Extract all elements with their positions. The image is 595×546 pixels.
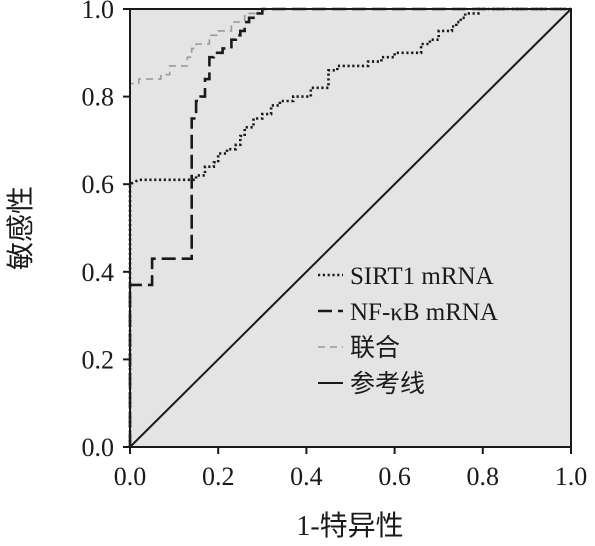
reference-line bbox=[129, 8, 572, 448]
legend-nfkb: NF-κB mRNA bbox=[318, 299, 498, 326]
y-tick-label: 0.8 bbox=[82, 83, 115, 112]
x-tick-label: 0.8 bbox=[467, 462, 500, 491]
x-tick-label: 0.4 bbox=[290, 462, 323, 491]
combined-series-line bbox=[129, 8, 571, 447]
y-tick-label: 0.2 bbox=[82, 345, 115, 374]
x-tick-label: 1.0 bbox=[555, 462, 588, 491]
x-tick-label: 0.2 bbox=[202, 462, 235, 491]
plot-frame bbox=[129, 8, 572, 448]
series-layer bbox=[128, 7, 572, 448]
y-tick-label: 1.0 bbox=[82, 0, 115, 24]
legend-reference: 参考线 bbox=[318, 370, 425, 398]
y-axis-title: 敏感性 bbox=[5, 186, 37, 270]
legend-label: 联合 bbox=[350, 334, 400, 362]
legend-label: 参考线 bbox=[350, 370, 425, 398]
legend-label: SIRT1 mRNA bbox=[350, 263, 494, 290]
sirt1-series-line bbox=[128, 7, 571, 447]
x-tick-label: 0.0 bbox=[114, 462, 147, 491]
x-axis-title: 1-特异性 bbox=[296, 510, 403, 542]
legend-sirt1: SIRT1 mRNA bbox=[318, 263, 494, 290]
legend-combined: 联合 bbox=[318, 334, 400, 362]
legend-label: NF-κB mRNA bbox=[350, 299, 498, 326]
tick-layer: 0.0 0.2 0.4 0.6 0.8 1.0 0.0 0.2 0.4 0.6 0.8 1.0 bbox=[82, 0, 588, 491]
x-tick-label: 0.6 bbox=[378, 462, 411, 491]
nfkb-series-line bbox=[128, 7, 571, 447]
y-tick-label: 0.4 bbox=[82, 258, 115, 287]
y-tick-label: 0.6 bbox=[82, 170, 115, 199]
y-tick-label: 0.0 bbox=[82, 433, 115, 462]
